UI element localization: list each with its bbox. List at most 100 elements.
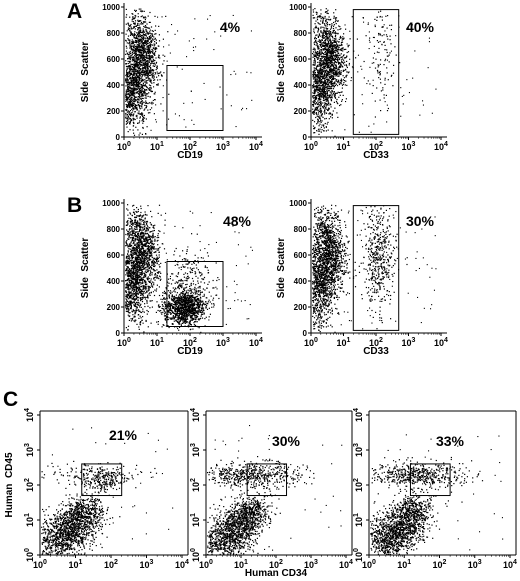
- y-tick-label: 1000: [289, 199, 307, 208]
- gate-percentage: 33%: [436, 433, 465, 449]
- y-tick-label: 400: [294, 81, 308, 90]
- y-tick-label: 200: [107, 107, 121, 116]
- gate-rectangle: [166, 65, 224, 131]
- x-axis-title: CD33: [363, 150, 389, 161]
- gate-percentage: 21%: [109, 427, 138, 443]
- x-tick-label: 104: [339, 559, 353, 570]
- gate-rectangle: [352, 205, 400, 331]
- gate-percentage: 48%: [223, 213, 252, 229]
- y-tick-label: 103: [24, 443, 35, 457]
- panel-letter-a: A: [67, 0, 83, 23]
- y-tick-label: 100: [353, 548, 364, 562]
- x-tick-label: 102: [183, 337, 197, 348]
- y-axis-title: Side Scatter: [276, 238, 287, 299]
- x-tick-label: 101: [337, 141, 351, 152]
- flow-plot-6: 100 101 102 103 104 100 101 102 103 104 Human CD34…: [190, 408, 353, 579]
- y-tick-label: 104: [353, 408, 364, 422]
- x-tick-label: 100: [33, 559, 47, 570]
- y-tick-label: 400: [107, 81, 121, 90]
- y-tick-label: 400: [294, 277, 308, 286]
- x-tick-label: 102: [269, 559, 283, 570]
- x-tick-label: 103: [402, 337, 416, 348]
- gate-percentage: 40%: [406, 19, 435, 35]
- y-tick-label: 600: [107, 55, 121, 64]
- gate-percentage: 30%: [272, 433, 301, 449]
- x-tick-label: 101: [150, 141, 164, 152]
- y-tick-label: 104: [190, 408, 201, 422]
- x-tick-label: 102: [369, 337, 383, 348]
- y-tick-label: 0: [303, 329, 308, 338]
- gate-rectangle: [409, 463, 451, 497]
- y-tick-label: 200: [107, 303, 121, 312]
- y-tick-label: 0: [116, 329, 121, 338]
- gate-rectangle: [352, 9, 400, 135]
- y-tick-label: 100: [190, 548, 201, 562]
- x-axis-title: Human CD34: [245, 568, 308, 579]
- y-tick-label: 200: [294, 107, 308, 116]
- y-tick-label: 600: [107, 251, 121, 260]
- x-tick-label: 102: [369, 141, 383, 152]
- x-tick-label: 101: [69, 559, 83, 570]
- y-tick-label: 101: [24, 513, 35, 527]
- x-axis-title: CD33: [363, 346, 389, 357]
- gate-rectangle: [166, 261, 224, 327]
- x-tick-label: 100: [117, 337, 131, 348]
- x-tick-label: 103: [140, 559, 154, 570]
- y-axis-title: Side Scatter: [80, 238, 91, 299]
- event-dots: [312, 8, 437, 137]
- y-tick-label: 103: [353, 443, 364, 457]
- y-tick-label: 800: [294, 225, 308, 234]
- x-tick-label: 104: [434, 141, 448, 152]
- y-tick-label: 200: [294, 303, 308, 312]
- x-tick-label: 101: [397, 559, 411, 570]
- flow-plot-2: 100 101 102 103 104 0 200 400 600 800 1000 CD33 Side…: [276, 3, 448, 161]
- x-tick-label: 102: [433, 559, 447, 570]
- x-axis-title: CD19: [177, 346, 203, 357]
- x-tick-label: 103: [402, 141, 416, 152]
- x-tick-label: 102: [183, 141, 197, 152]
- x-tick-label: 104: [175, 559, 189, 570]
- flow-plot-7: 100 101 102 103 104 100 101 102 103 104 33%: [353, 408, 517, 570]
- y-tick-label: 1000: [102, 199, 120, 208]
- flow-plot-5: 100 101 102 103 104 100 101 102 103 104 Human CD45…: [4, 408, 189, 570]
- x-tick-label: 104: [503, 559, 517, 570]
- x-tick-label: 102: [104, 559, 118, 570]
- event-dots: [125, 8, 253, 136]
- y-tick-label: 103: [190, 443, 201, 457]
- y-tick-label: 1000: [102, 3, 120, 12]
- y-tick-label: 800: [107, 29, 121, 38]
- y-axis-title: Human CD45: [4, 452, 15, 517]
- x-tick-label: 100: [117, 141, 131, 152]
- x-tick-label: 100: [304, 141, 318, 152]
- event-dots: [125, 204, 253, 333]
- x-tick-label: 103: [468, 559, 482, 570]
- flow-plot-3: 100 101 102 103 104 0 200 400 600 800 1000 CD19 Side…: [80, 199, 263, 357]
- event-dots: [370, 434, 504, 555]
- gate-percentage: 4%: [220, 19, 241, 35]
- y-tick-label: 0: [303, 133, 308, 142]
- y-tick-label: 101: [190, 513, 201, 527]
- event-dots: [41, 427, 174, 555]
- y-tick-label: 101: [353, 513, 364, 527]
- y-tick-label: 1000: [289, 3, 307, 12]
- y-tick-label: 800: [294, 29, 308, 38]
- x-tick-label: 101: [234, 559, 248, 570]
- x-axis-title: CD19: [177, 150, 203, 161]
- panel-letter-c: C: [3, 388, 19, 411]
- flow-plot-1: 100 101 102 103 104 0 200 400 600 800 1000 CD19 Side…: [80, 3, 263, 161]
- y-tick-label: 102: [353, 478, 364, 492]
- y-tick-label: 102: [24, 478, 35, 492]
- x-tick-label: 104: [249, 337, 263, 348]
- x-tick-label: 103: [304, 559, 318, 570]
- x-tick-label: 100: [199, 559, 213, 570]
- y-tick-label: 600: [294, 251, 308, 260]
- gate-percentage: 30%: [406, 213, 435, 229]
- y-axis-title: Side Scatter: [276, 42, 287, 103]
- y-tick-label: 400: [107, 277, 121, 286]
- flow-plot-4: 100 101 102 103 104 0 200 400 600 800 1000 CD33 Side…: [276, 199, 448, 357]
- y-tick-label: 800: [107, 225, 121, 234]
- y-tick-label: 104: [24, 408, 35, 422]
- gate-rectangle: [81, 463, 123, 497]
- x-tick-label: 103: [216, 337, 230, 348]
- event-dots: [312, 204, 437, 333]
